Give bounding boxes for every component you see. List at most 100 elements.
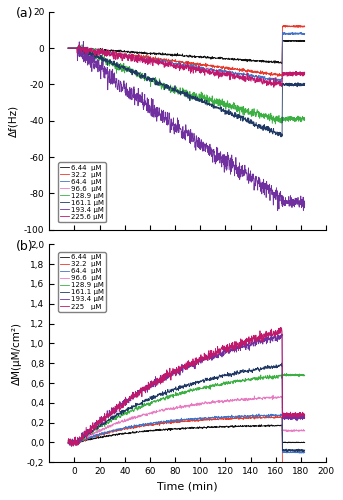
96.6  μM <box>262 78 267 84</box>
64.4  μM <box>98 50 102 56</box>
96.6  μM <box>303 71 307 77</box>
161.1 μM <box>280 360 284 366</box>
Line: 64.4  μM: 64.4 μM <box>68 32 305 82</box>
96.6  μM <box>98 48 103 54</box>
161.1 μM <box>295 84 299 90</box>
225.6 μM <box>165 62 169 68</box>
32.2  μM <box>291 22 295 28</box>
Legend: 6.44  μM, 32.2  μM, 64.4  μM, 96.6  μM, 128.9 μM, 161.1 μM, 193.4 μM, 225   μM: 6.44 μM, 32.2 μM, 64.4 μM, 96.6 μM, 128.… <box>58 252 106 312</box>
64.4  μM <box>165 418 169 424</box>
64.4  μM <box>295 450 299 456</box>
128.9 μM <box>98 53 103 59</box>
96.6  μM <box>136 414 140 420</box>
Line: 161.1 μM: 161.1 μM <box>68 46 305 137</box>
X-axis label: Time (min): Time (min) <box>157 482 218 492</box>
193.4 μM <box>165 110 169 116</box>
96.6  μM <box>66 45 70 51</box>
225.6 μM <box>262 80 267 86</box>
32.2  μM <box>66 440 70 446</box>
225   μM <box>295 414 299 420</box>
Text: (a): (a) <box>16 8 34 20</box>
161.1 μM <box>98 423 102 429</box>
193.4 μM <box>303 200 307 206</box>
32.2  μM <box>66 45 70 51</box>
161.1 μM <box>205 100 210 106</box>
161.1 μM <box>205 375 209 381</box>
Y-axis label: ΔM(μM/cm²): ΔM(μM/cm²) <box>11 322 22 385</box>
6.44  μM <box>70 440 74 446</box>
Line: 193.4 μM: 193.4 μM <box>68 334 305 446</box>
64.4  μM <box>295 30 299 36</box>
128.9 μM <box>67 441 71 447</box>
32.2  μM <box>98 49 102 55</box>
64.4  μM <box>66 45 70 51</box>
96.6  μM <box>271 392 275 398</box>
64.4  μM <box>262 74 267 80</box>
Line: 32.2  μM: 32.2 μM <box>68 416 305 465</box>
32.2  μM <box>135 54 140 60</box>
6.44  μM <box>299 37 303 43</box>
128.9 μM <box>285 370 289 376</box>
Line: 161.1 μM: 161.1 μM <box>68 363 305 452</box>
6.44  μM <box>135 51 140 57</box>
193.4 μM <box>295 416 299 422</box>
225.6 μM <box>272 84 276 90</box>
161.1 μM <box>279 134 283 140</box>
128.9 μM <box>136 72 140 78</box>
6.44  μM <box>66 440 70 446</box>
64.4  μM <box>290 30 294 36</box>
Line: 225.6 μM: 225.6 μM <box>68 45 305 88</box>
225.6 μM <box>77 42 81 48</box>
96.6  μM <box>205 66 210 72</box>
96.6  μM <box>66 440 70 446</box>
193.4 μM <box>276 208 280 214</box>
6.44  μM <box>303 440 307 446</box>
6.44  μM <box>98 434 103 440</box>
64.4  μM <box>98 432 102 438</box>
96.6  μM <box>165 64 169 70</box>
64.4  μM <box>303 30 307 36</box>
225   μM <box>303 412 307 418</box>
161.1 μM <box>135 400 140 406</box>
6.44  μM <box>205 54 209 60</box>
6.44  μM <box>136 429 140 435</box>
161.1 μM <box>136 70 140 75</box>
128.9 μM <box>165 84 169 90</box>
6.44  μM <box>259 422 263 428</box>
32.2  μM <box>275 413 280 419</box>
161.1 μM <box>303 80 307 86</box>
32.2  μM <box>262 415 267 421</box>
128.9 μM <box>205 96 210 102</box>
64.4  μM <box>257 411 261 417</box>
161.1 μM <box>66 45 70 51</box>
161.1 μM <box>295 448 299 454</box>
193.4 μM <box>98 74 103 80</box>
32.2  μM <box>295 462 299 468</box>
161.1 μM <box>303 447 307 453</box>
32.2  μM <box>280 74 284 80</box>
6.44  μM <box>165 52 169 58</box>
64.4  μM <box>135 56 140 62</box>
193.4 μM <box>205 355 210 361</box>
193.4 μM <box>270 330 274 336</box>
225   μM <box>72 442 76 448</box>
128.9 μM <box>66 438 70 444</box>
Line: 225   μM: 225 μM <box>68 328 305 446</box>
161.1 μM <box>262 123 267 129</box>
64.4  μM <box>135 422 140 428</box>
161.1 μM <box>295 448 299 454</box>
96.6  μM <box>280 83 284 89</box>
193.4 μM <box>262 336 267 342</box>
193.4 μM <box>81 38 85 44</box>
6.44  μM <box>66 45 70 51</box>
193.4 μM <box>262 186 267 192</box>
128.9 μM <box>273 121 277 127</box>
128.9 μM <box>262 112 267 117</box>
96.6  μM <box>98 428 103 434</box>
Line: 128.9 μM: 128.9 μM <box>68 44 305 124</box>
64.4  μM <box>303 450 307 456</box>
225   μM <box>66 440 70 446</box>
225   μM <box>136 392 140 398</box>
96.6  μM <box>136 56 140 62</box>
32.2  μM <box>205 417 209 423</box>
